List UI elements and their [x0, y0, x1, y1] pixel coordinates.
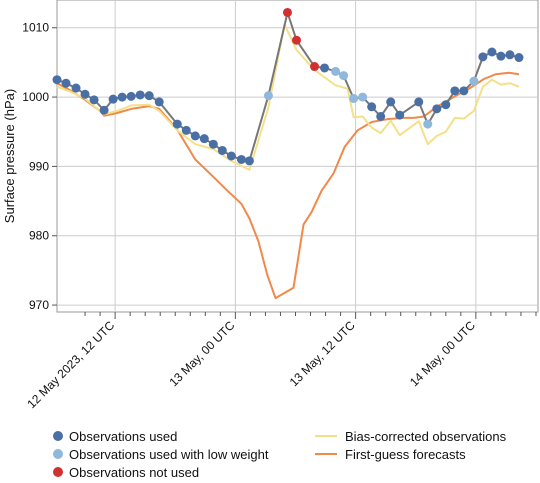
observation-point-used — [376, 111, 386, 121]
observation-point-used — [395, 110, 405, 120]
observation-point-used — [172, 119, 182, 129]
y-tick-label: 990 — [29, 159, 49, 173]
observation-point-used — [181, 125, 191, 135]
observation-point-used — [432, 104, 442, 114]
observation-point-used — [459, 86, 469, 96]
observation-point-not-used — [291, 35, 301, 45]
observation-point-not-used — [282, 7, 292, 17]
observation-point-used — [367, 102, 377, 112]
legend-label-first-guess: First-guess forecasts — [345, 447, 466, 462]
x-tick-label: 13 May, 00 UTC — [166, 318, 237, 389]
legend-marker-obs-low-weight — [53, 449, 63, 459]
observation-point-used — [450, 86, 460, 96]
legend-marker-obs-used — [53, 431, 63, 441]
observation-point-used — [144, 91, 154, 101]
observation-point-used — [71, 83, 81, 93]
observation-point-used — [386, 97, 396, 107]
observation-point-used — [217, 145, 227, 155]
grid — [57, 0, 538, 312]
observation-point-low — [331, 66, 341, 76]
observation-point-not-used — [310, 62, 320, 72]
observation-point-used — [89, 95, 99, 105]
observations-line — [56, 11, 520, 162]
observation-point-used — [236, 154, 246, 164]
legend-label-obs-low-weight: Observations used with low weight — [69, 447, 269, 462]
observation-point-used — [190, 131, 200, 141]
y-tick-label: 980 — [29, 229, 49, 243]
observation-point-low — [339, 71, 349, 81]
observation-point-low — [349, 93, 359, 103]
observation-point-used — [414, 97, 424, 107]
y-axis-ticks: 970 980 990 1000 1010 — [22, 21, 57, 312]
legend-label-bias-corrected: Bias-corrected observations — [345, 429, 507, 444]
observations-series — [52, 7, 524, 166]
observation-point-low — [469, 76, 479, 86]
observation-point-low — [358, 92, 368, 102]
observation-point-used — [199, 134, 209, 144]
observation-point-used — [226, 151, 236, 161]
observation-point-used — [61, 78, 71, 88]
legend-label-obs-not-used: Observations not used — [69, 465, 199, 480]
bias-corrected-series — [56, 23, 520, 171]
observation-point-used — [80, 89, 90, 99]
y-tick-label: 1010 — [22, 21, 49, 35]
legend: Observations used Observations used with… — [53, 429, 507, 480]
y-tick-label: 1000 — [22, 90, 49, 104]
observation-point-low — [263, 91, 273, 101]
observation-point-used — [135, 90, 145, 100]
x-tick-label: 12 May 2023, 12 UTC — [24, 318, 117, 411]
observation-point-low — [423, 119, 433, 129]
y-axis-label: Surface pressure (hPa) — [2, 89, 17, 223]
observation-point-used — [478, 52, 488, 62]
x-minor-ticks — [84, 312, 537, 319]
observation-point-used — [52, 75, 62, 85]
legend-marker-obs-not-used — [53, 467, 63, 477]
observation-point-used — [244, 156, 254, 166]
bias-corrected-line — [56, 23, 520, 171]
y-tick-label: 970 — [29, 298, 49, 312]
observation-point-used — [208, 139, 218, 149]
observation-point-used — [514, 53, 524, 63]
observation-point-used — [108, 94, 118, 104]
observation-point-used — [441, 100, 451, 110]
observation-point-used — [99, 105, 109, 115]
observation-point-used — [505, 50, 515, 60]
observation-point-used — [117, 92, 127, 102]
observation-point-used — [154, 97, 164, 107]
observation-point-used — [126, 91, 136, 101]
observation-point-used — [487, 47, 497, 57]
x-tick-label: 13 May, 12 UTC — [287, 318, 358, 389]
x-axis-ticks: 12 May 2023, 12 UTC 13 May, 00 UTC 13 May,… — [24, 318, 478, 411]
x-tick-label: 14 May, 00 UTC — [407, 318, 478, 389]
observation-point-used — [320, 63, 330, 73]
legend-label-obs-used: Observations used — [69, 429, 177, 444]
observation-point-used — [496, 51, 506, 61]
